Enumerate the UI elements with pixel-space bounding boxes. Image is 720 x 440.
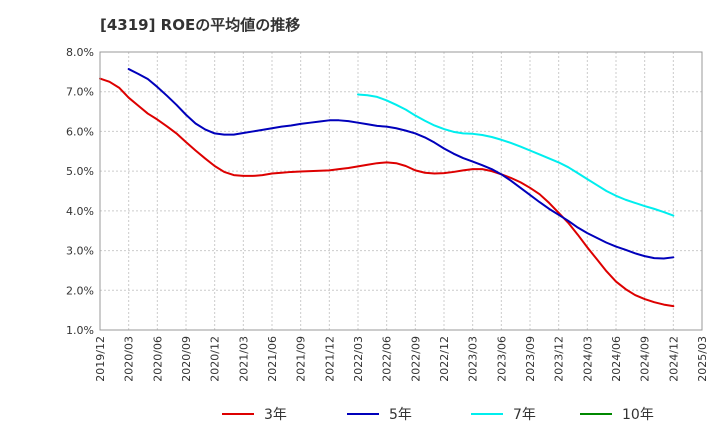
x-tick-label: 2020/09 <box>180 336 193 382</box>
x-tick-label: 2022/03 <box>352 336 365 382</box>
x-tick-label: 2021/12 <box>323 336 336 382</box>
series-line-5年 <box>127 68 675 260</box>
y-tick-label: 6.0% <box>66 125 94 138</box>
x-axis: 2019/12 2020/03 2020/06 2020/09 2020/12 2021/… <box>94 336 709 382</box>
x-tick-label: 2024/12 <box>667 336 680 382</box>
legend-label: 5年 <box>389 407 412 423</box>
x-tick-label: 2023/06 <box>495 336 508 382</box>
x-tick-label: 2020/03 <box>123 336 136 382</box>
legend-label: 7年 <box>513 407 536 423</box>
x-tick-label: 2023/03 <box>467 336 480 382</box>
series-lines <box>99 68 675 308</box>
y-tick-label: 1.0% <box>66 324 94 337</box>
y-tick-label: 7.0% <box>66 86 94 99</box>
x-tick-label: 2024/09 <box>639 336 652 382</box>
x-tick-label: 2021/03 <box>237 336 250 382</box>
legend-item-3年: 3年 <box>222 407 287 423</box>
y-tick-label: 3.0% <box>66 245 94 258</box>
x-tick-label: 2025/03 <box>696 336 709 382</box>
x-tick-label: 2020/06 <box>151 336 164 382</box>
y-tick-label: 2.0% <box>66 284 94 297</box>
y-tick-label: 5.0% <box>66 165 94 178</box>
x-tick-label: 2021/06 <box>266 336 279 382</box>
x-tick-label: 2024/03 <box>581 336 594 382</box>
legend-item-5年: 5年 <box>347 407 412 423</box>
legend-label: 3年 <box>264 407 287 423</box>
grid <box>99 51 703 331</box>
legend-label: 10年 <box>622 407 654 423</box>
y-tick-label: 8.0% <box>66 46 94 59</box>
x-tick-label: 2023/12 <box>553 336 566 382</box>
series-line-7年 <box>357 93 675 217</box>
x-tick-label: 2022/12 <box>438 336 451 382</box>
plot-area <box>100 52 702 330</box>
legend: 3年 5年 7年 10年 <box>222 407 654 423</box>
x-tick-label: 2024/06 <box>610 336 623 382</box>
legend-item-10年: 10年 <box>580 407 654 423</box>
x-tick-label: 2022/09 <box>409 336 422 382</box>
series-line-3年 <box>99 77 675 308</box>
x-tick-label: 2021/09 <box>295 336 308 382</box>
x-tick-label: 2019/12 <box>94 336 107 382</box>
x-tick-label: 2020/12 <box>209 336 222 382</box>
y-tick-label: 4.0% <box>66 205 94 218</box>
chart-title: [4319] ROEの平均値の推移 <box>100 16 300 34</box>
y-axis: 1.0% 2.0% 3.0% 4.0% 5.0% 6.0% 7.0% 8.0% <box>66 46 94 337</box>
legend-item-7年: 7年 <box>471 407 536 423</box>
x-tick-label: 2022/06 <box>381 336 394 382</box>
plot-border <box>99 51 703 331</box>
x-tick-label: 2023/09 <box>524 336 537 382</box>
